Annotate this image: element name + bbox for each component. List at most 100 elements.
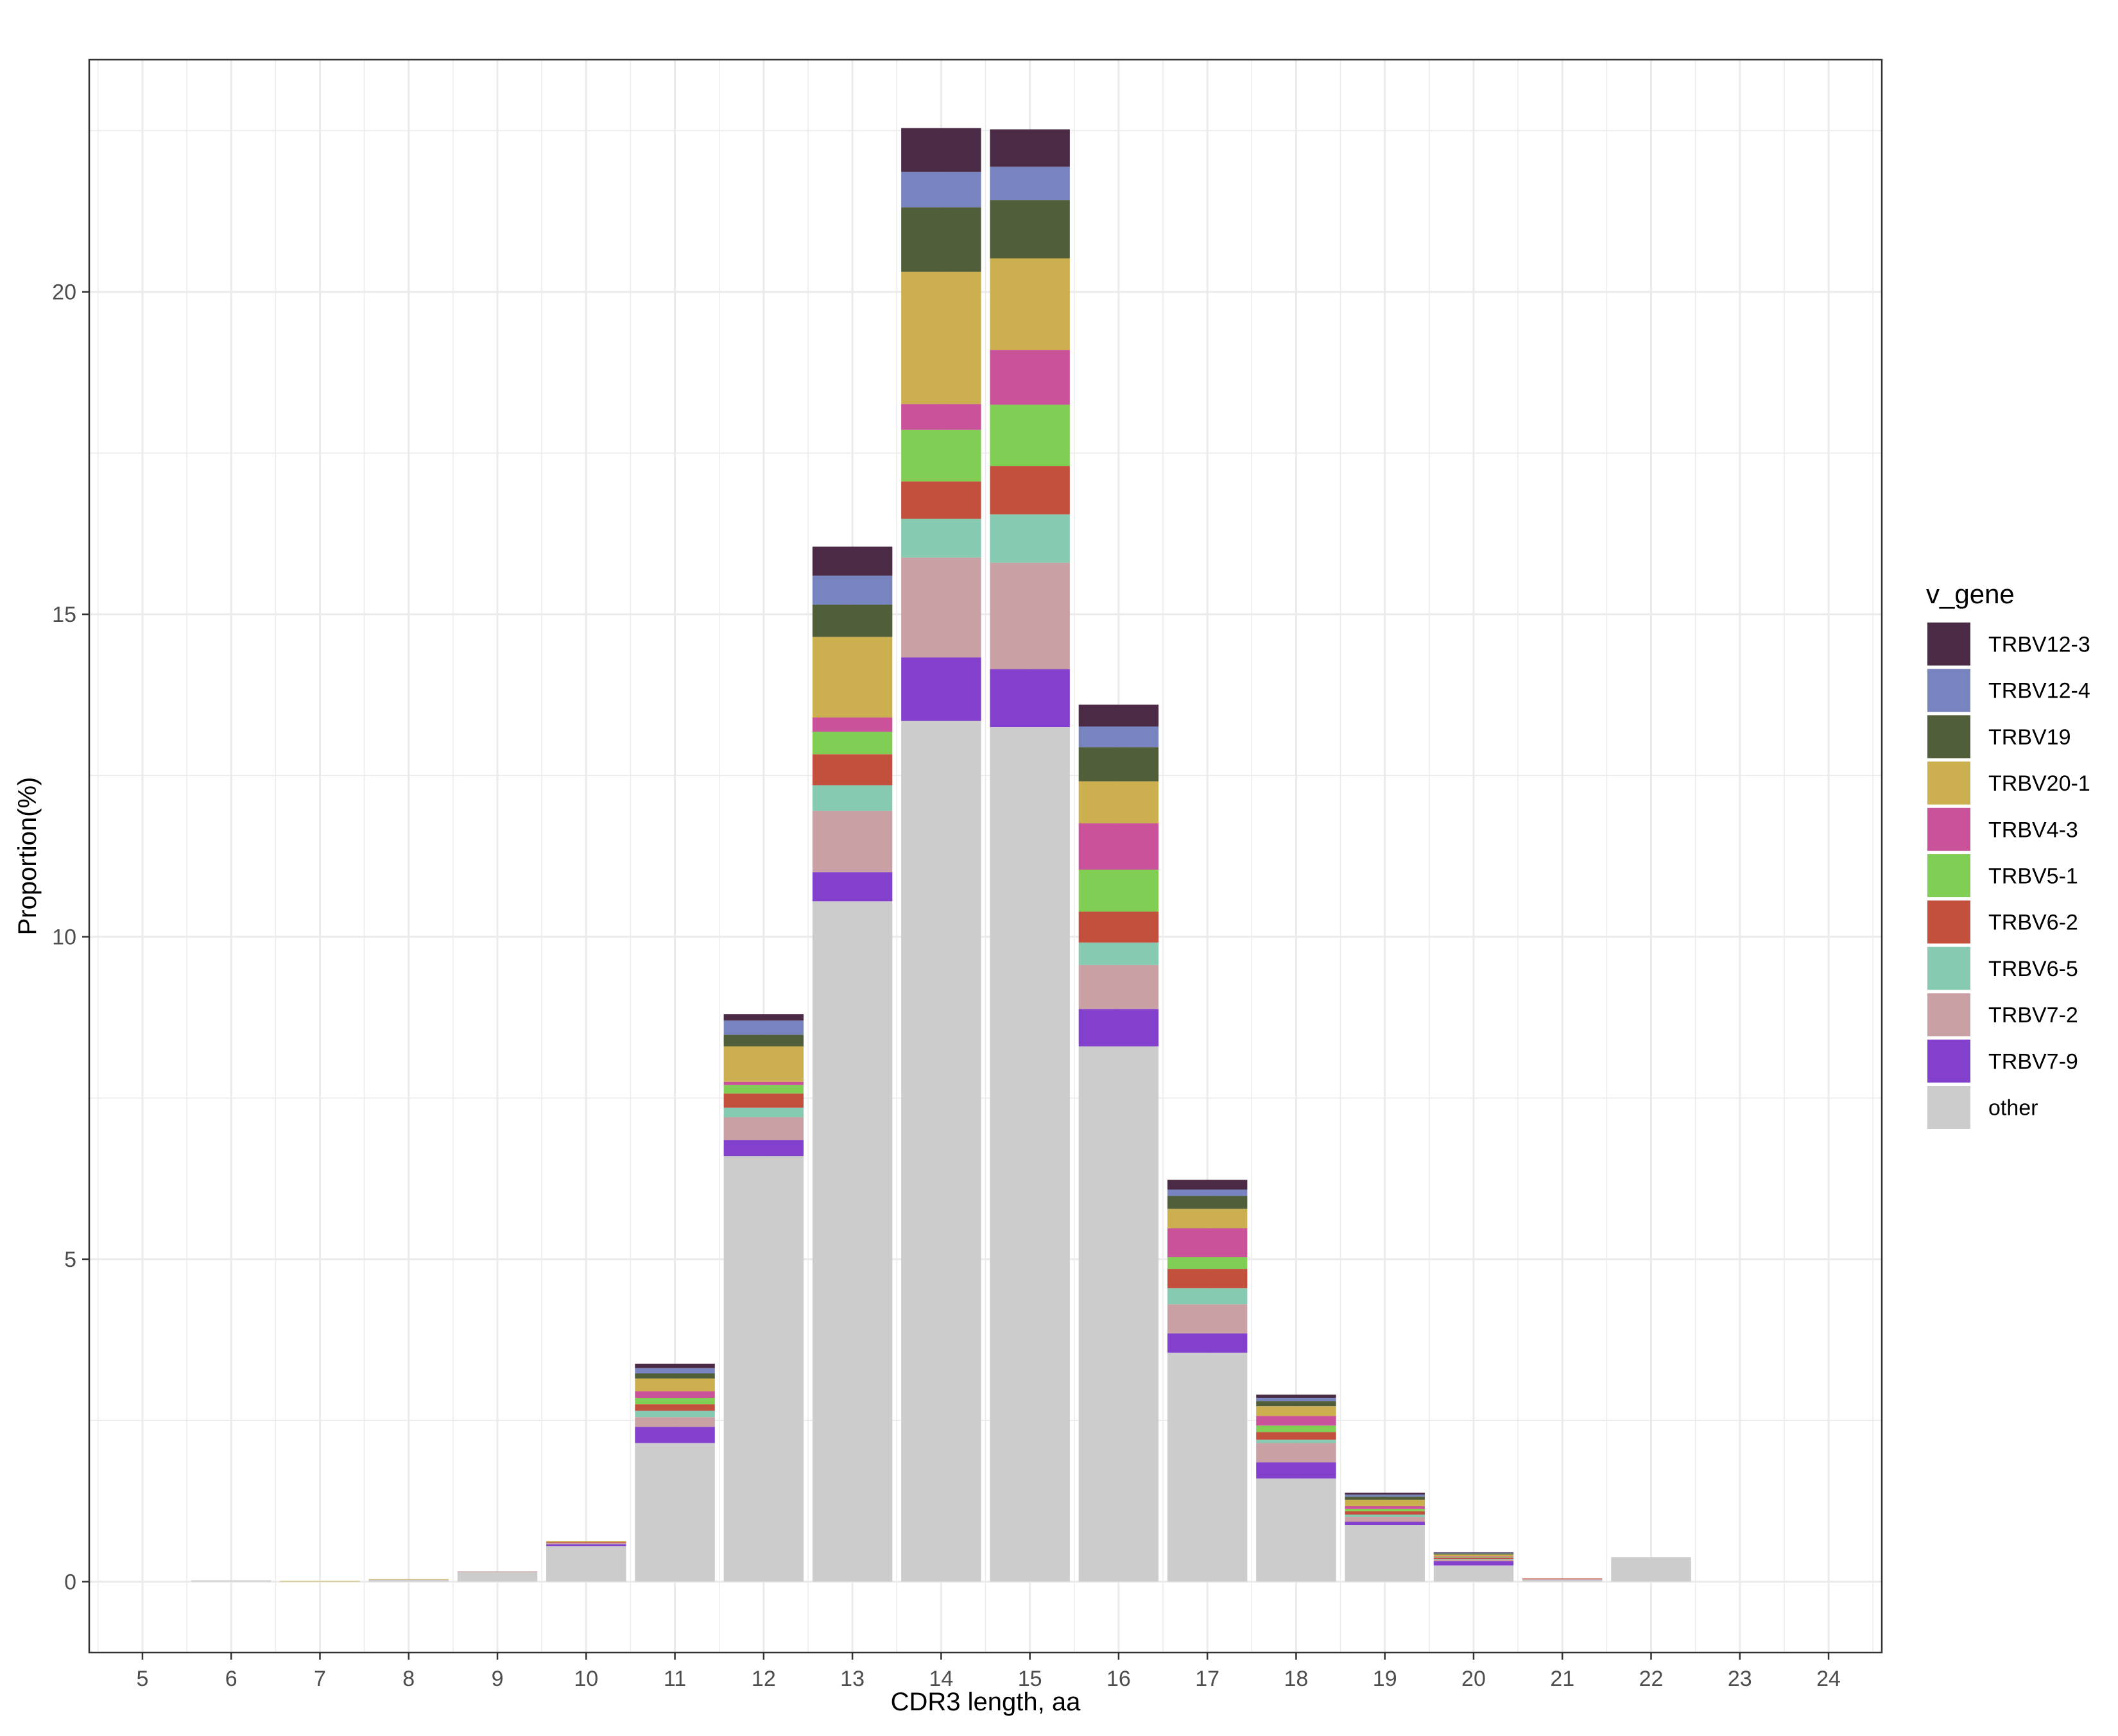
bar-segment-trbv7-9-len-10 <box>546 1544 626 1547</box>
bar-segment-trbv5-1-len-17 <box>1167 1257 1248 1269</box>
bar-segment-trbv12-3-len-19 <box>1345 1492 1425 1495</box>
x-tick-label: 24 <box>1816 1667 1841 1691</box>
bar-segment-trbv4-3-len-12 <box>723 1081 804 1085</box>
bar-segment-trbv4-3-len-16 <box>1078 823 1159 870</box>
legend-label-trbv6-5: TRBV6-5 <box>1988 957 2078 981</box>
x-tick-label: 6 <box>225 1667 237 1691</box>
bar-segment-trbv4-3-len-11 <box>635 1391 715 1398</box>
bar-segment-trbv12-4-len-20 <box>1433 1552 1514 1554</box>
bar-segment-other-len-16 <box>1078 1046 1159 1582</box>
bar-segment-trbv6-2-len-10 <box>546 1542 626 1543</box>
bar-segment-trbv12-4-len-18 <box>1256 1398 1336 1402</box>
legend-label-trbv4-3: TRBV4-3 <box>1988 818 2078 842</box>
x-tick-label: 8 <box>402 1667 415 1691</box>
x-tick-label: 16 <box>1106 1667 1131 1691</box>
bar-segment-trbv12-3-len-15 <box>990 129 1070 167</box>
legend-key-trbv7-9 <box>1927 1039 1970 1083</box>
bar-segment-trbv4-3-len-20 <box>1433 1556 1514 1558</box>
x-tick-label: 23 <box>1728 1667 1752 1691</box>
y-tick-label: 15 <box>52 603 76 627</box>
legend-key-other <box>1927 1086 1970 1129</box>
bar-segment-trbv6-5-len-12 <box>723 1107 804 1117</box>
x-tick-label: 10 <box>574 1667 598 1691</box>
bar-segment-trbv12-4-len-14 <box>901 171 981 208</box>
bar-segment-trbv4-3-len-18 <box>1256 1416 1336 1426</box>
bar-segment-trbv7-9-len-17 <box>1167 1333 1248 1353</box>
legend-key-trbv20-1 <box>1927 761 1970 805</box>
x-tick-label: 18 <box>1284 1667 1309 1691</box>
x-tick-label: 17 <box>1195 1667 1219 1691</box>
legend-title: v_gene <box>1926 579 2015 609</box>
bar-segment-trbv19-len-15 <box>990 200 1070 259</box>
bar-segment-trbv5-1-len-11 <box>635 1398 715 1405</box>
bar-segment-other-len-6 <box>191 1580 271 1582</box>
bar-segment-other-len-20 <box>1433 1565 1514 1582</box>
bar-segment-trbv20-1-len-20 <box>1433 1554 1514 1557</box>
bar-segment-trbv6-2-len-15 <box>990 466 1070 515</box>
x-tick-label: 22 <box>1639 1667 1664 1691</box>
legend-label-trbv12-3: TRBV12-3 <box>1988 633 2090 657</box>
bar-segment-trbv7-2-len-12 <box>723 1117 804 1140</box>
bar-segment-trbv20-1-len-11 <box>635 1378 715 1392</box>
bar-segment-trbv7-9-len-15 <box>990 669 1070 728</box>
bar-segment-trbv7-9-len-20 <box>1433 1561 1514 1566</box>
y-tick-label: 20 <box>52 280 76 305</box>
bar-segment-trbv5-1-len-20 <box>1433 1557 1514 1558</box>
bar-segment-other-len-21 <box>1522 1579 1603 1582</box>
legend-key-trbv4-3 <box>1927 807 1970 851</box>
bar-segment-trbv5-1-len-18 <box>1256 1425 1336 1432</box>
bar-segment-other-len-13 <box>812 901 893 1582</box>
y-tick-label: 5 <box>64 1248 76 1272</box>
bar-segment-trbv6-2-len-16 <box>1078 911 1159 943</box>
bar-segment-trbv6-2-len-17 <box>1167 1269 1248 1289</box>
bar-segment-trbv5-1-len-16 <box>1078 870 1159 912</box>
bar-segment-trbv6-5-len-16 <box>1078 942 1159 965</box>
bar-segment-trbv12-4-len-19 <box>1345 1494 1425 1497</box>
bar-segment-trbv5-1-len-12 <box>723 1085 804 1094</box>
bar-segment-trbv6-2-len-21 <box>1522 1578 1603 1579</box>
bar-segment-other-len-17 <box>1167 1352 1248 1582</box>
bar-segment-trbv20-1-len-19 <box>1345 1499 1425 1506</box>
bar-segment-trbv6-2-len-14 <box>901 481 981 519</box>
bar-segment-trbv4-3-len-13 <box>812 717 893 732</box>
bar-segment-trbv6-5-len-11 <box>635 1411 715 1418</box>
bar-segment-trbv5-1-len-13 <box>812 732 893 755</box>
bar-segment-trbv12-3-len-16 <box>1078 704 1159 727</box>
bar-segment-trbv20-1-len-14 <box>901 271 981 404</box>
legend-key-trbv5-1 <box>1927 854 1970 897</box>
bar-segment-trbv19-len-18 <box>1256 1401 1336 1407</box>
plot-border <box>88 58 1883 1654</box>
bar-segment-trbv7-2-len-16 <box>1078 965 1159 1010</box>
bar-segment-trbv12-4-len-11 <box>635 1368 715 1373</box>
bar-segment-trbv19-len-14 <box>901 207 981 272</box>
bar-segment-trbv7-2-len-13 <box>812 811 893 873</box>
legend: v_gene TRBV12-3 TRBV12-4 TRBV19 TRBV20-1 TRB… <box>1926 579 2090 1129</box>
bar-segment-trbv6-2-len-11 <box>635 1404 715 1411</box>
bar-segment-trbv12-3-len-17 <box>1167 1180 1248 1190</box>
bar-segment-trbv12-3-len-12 <box>723 1014 804 1021</box>
bar-segment-other-len-12 <box>723 1156 804 1582</box>
bar-segment-trbv20-1-len-13 <box>812 637 893 718</box>
legend-key-trbv7-2 <box>1927 993 1970 1036</box>
bar-segment-trbv20-1-len-16 <box>1078 781 1159 823</box>
bar-segment-other-len-8 <box>368 1579 449 1582</box>
bar-segment-other-len-9 <box>457 1572 538 1582</box>
x-tick-label: 13 <box>840 1667 865 1691</box>
bar-segment-trbv19-len-19 <box>1345 1496 1425 1500</box>
bar-segment-trbv12-3-len-11 <box>635 1363 715 1368</box>
bar-segment-trbv6-5-len-20 <box>1433 1559 1514 1560</box>
bar-segment-trbv5-1-len-19 <box>1345 1508 1425 1511</box>
y-tick-label: 0 <box>64 1570 76 1594</box>
bar-segment-trbv6-2-len-13 <box>812 754 893 786</box>
bar-segment-trbv20-1-len-15 <box>990 258 1070 350</box>
bar-segment-trbv4-3-len-15 <box>990 350 1070 405</box>
bar-segment-trbv19-len-16 <box>1078 747 1159 782</box>
bar-segment-trbv12-4-len-17 <box>1167 1189 1248 1196</box>
bar-segment-trbv6-2-len-19 <box>1345 1511 1425 1515</box>
bar-segment-trbv7-9-len-19 <box>1345 1522 1425 1525</box>
bar-segment-trbv12-4-len-16 <box>1078 726 1159 748</box>
x-tick-label: 5 <box>136 1667 148 1691</box>
legend-label-other: other <box>1988 1096 2038 1121</box>
bar-segment-trbv7-2-len-19 <box>1345 1517 1425 1522</box>
